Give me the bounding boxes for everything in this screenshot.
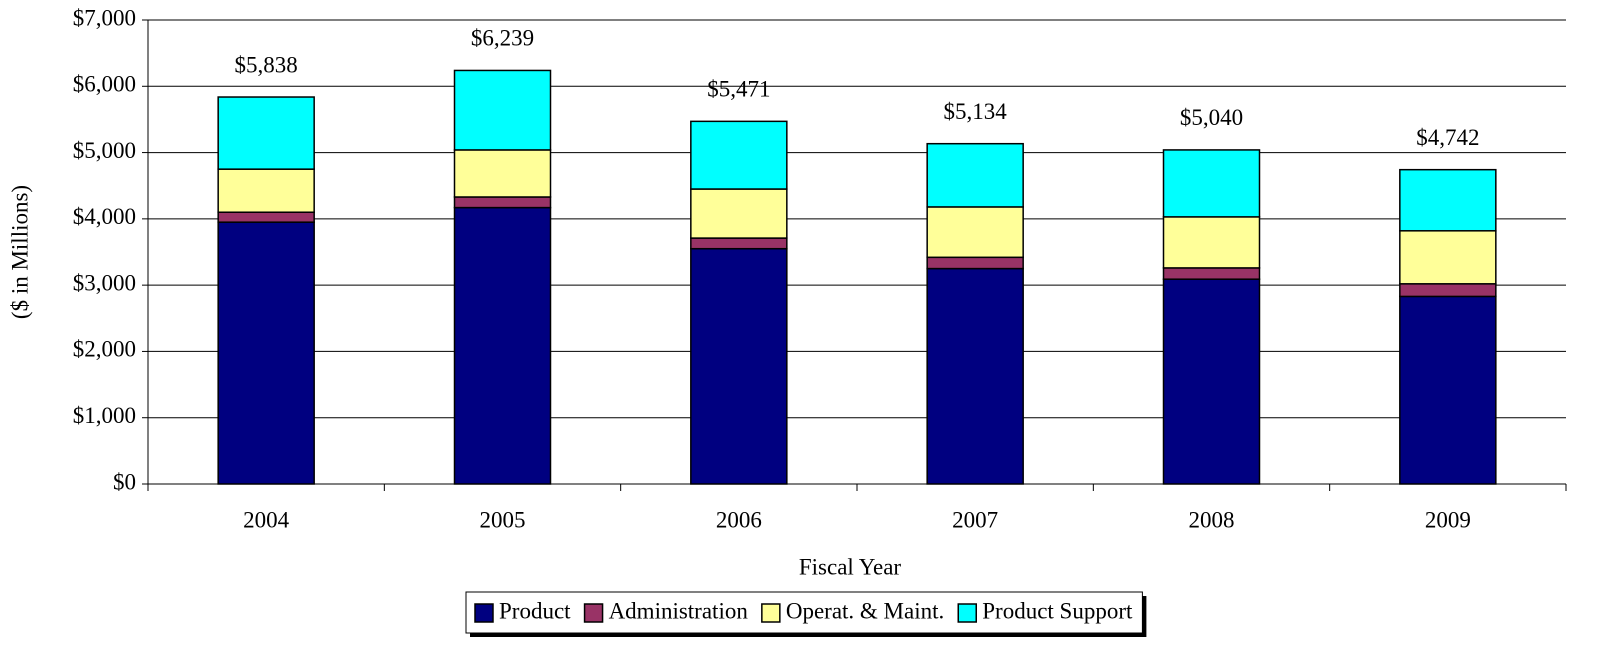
y-tick-label: $0 xyxy=(113,469,136,494)
bar-segment xyxy=(453,149,552,198)
total-label: $5,134 xyxy=(944,99,1008,124)
bar-segment xyxy=(217,96,315,170)
legend-swatch xyxy=(957,603,977,623)
bar-segment xyxy=(926,142,1024,208)
legend-label: Product xyxy=(499,598,571,623)
legend-swatch xyxy=(583,603,604,623)
bar-segment xyxy=(1162,149,1261,218)
legend-box xyxy=(465,591,1143,634)
bar-segment xyxy=(1162,267,1261,280)
bar-segment xyxy=(1399,230,1497,285)
legend-label: Operat. & Maint. xyxy=(786,598,944,623)
y-tick-label: $6,000 xyxy=(73,72,136,97)
bar-segment xyxy=(690,247,788,485)
total-label: $5,838 xyxy=(235,52,298,77)
x-tick-label: 2008 xyxy=(1189,507,1235,532)
bar-segment xyxy=(1399,168,1497,232)
bar-segment xyxy=(217,168,315,213)
legend-swatch xyxy=(474,603,494,623)
bar-segment xyxy=(926,267,1024,485)
x-tick-label: 2005 xyxy=(480,507,526,532)
legend: Product Administration Operat. & Maint. Pro… xyxy=(465,591,1147,637)
x-axis-label: Fiscal Year xyxy=(799,554,902,579)
bar-segment xyxy=(1162,216,1261,269)
total-label: $5,040 xyxy=(1180,105,1243,130)
bar-segment xyxy=(1399,295,1497,485)
bar-segment xyxy=(926,256,1024,270)
legend-label: Product Support xyxy=(982,598,1133,623)
y-tick-label: $5,000 xyxy=(73,138,136,163)
bar-segment xyxy=(690,188,788,239)
x-tick-label: 2009 xyxy=(1425,507,1471,532)
total-label: $6,239 xyxy=(471,26,534,51)
y-tick-label: $7,000 xyxy=(73,5,136,30)
x-tick-label: 2007 xyxy=(952,507,998,532)
bar-segment xyxy=(453,196,552,209)
y-tick-label: $4,000 xyxy=(73,204,136,229)
x-tick-label: 2004 xyxy=(243,507,290,532)
bar-segment xyxy=(1162,278,1261,485)
legend-swatch xyxy=(761,603,781,623)
bar-segment xyxy=(453,69,552,151)
bar-segment xyxy=(453,206,552,485)
y-axis-label: ($ in Millions) xyxy=(7,185,32,319)
total-label: $5,471 xyxy=(707,77,770,102)
bar-segment xyxy=(690,237,788,250)
bar-segment xyxy=(217,211,315,223)
y-tick-label: $3,000 xyxy=(73,270,136,295)
bar-segment xyxy=(217,221,315,485)
bar-segment xyxy=(1399,283,1497,298)
bar-segment xyxy=(690,120,788,190)
x-tick-label: 2006 xyxy=(716,507,762,532)
y-tick-label: $1,000 xyxy=(73,403,136,428)
legend-label: Administration xyxy=(609,598,749,623)
total-label: $4,742 xyxy=(1416,125,1479,150)
bar-segment xyxy=(926,206,1024,259)
y-tick-label: $2,000 xyxy=(73,337,136,362)
